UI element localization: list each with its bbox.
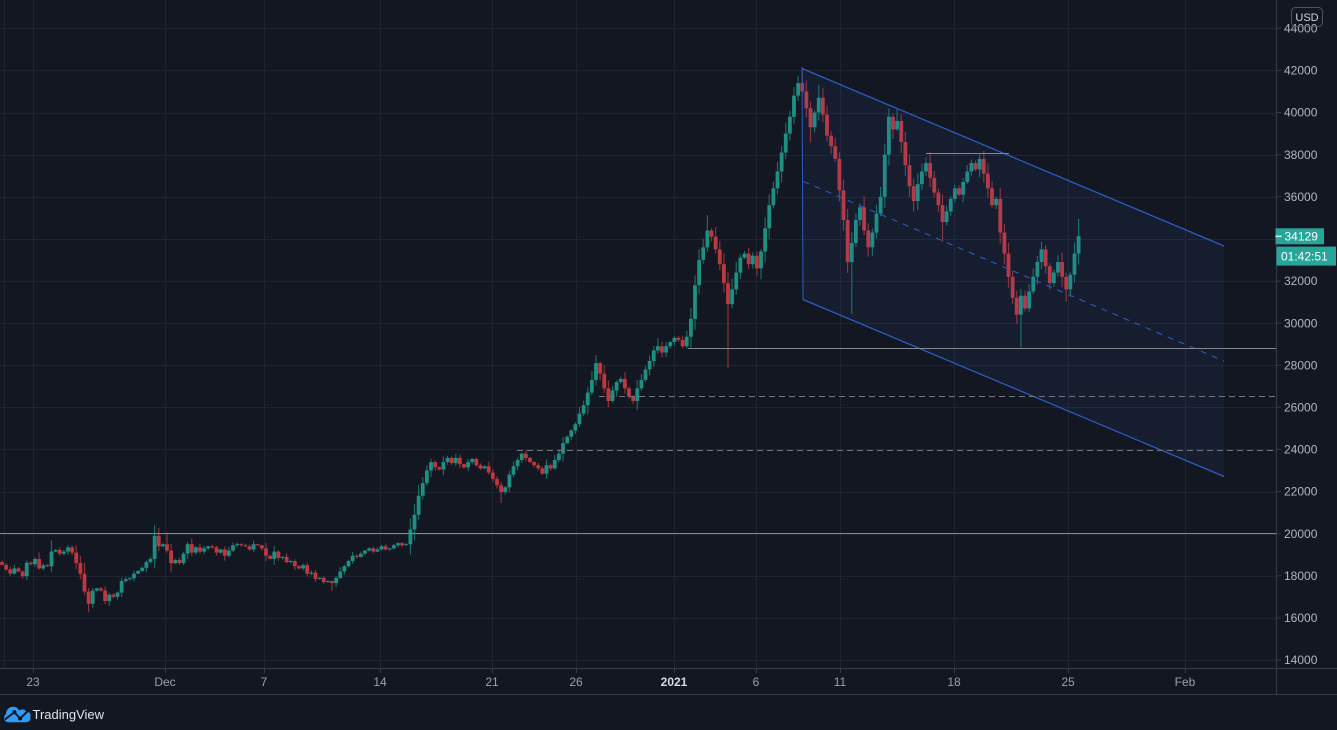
svg-text:20000: 20000 [1284, 527, 1318, 541]
svg-text:22000: 22000 [1284, 485, 1318, 499]
svg-text:USD: USD [1295, 12, 1318, 24]
svg-text:36000: 36000 [1284, 190, 1318, 204]
svg-text:Dec: Dec [154, 675, 175, 689]
svg-text:Feb: Feb [1175, 675, 1196, 689]
svg-text:7: 7 [261, 675, 268, 689]
svg-text:38000: 38000 [1284, 148, 1318, 162]
svg-text:42000: 42000 [1284, 64, 1318, 78]
svg-text:34129: 34129 [1285, 230, 1319, 244]
svg-text:28000: 28000 [1284, 358, 1318, 372]
svg-text:16000: 16000 [1284, 611, 1318, 625]
svg-text:25: 25 [1061, 675, 1075, 689]
svg-text:26: 26 [569, 675, 583, 689]
svg-text:30000: 30000 [1284, 316, 1318, 330]
svg-text:11: 11 [834, 675, 847, 689]
svg-text:18000: 18000 [1284, 569, 1318, 583]
svg-text:26000: 26000 [1284, 401, 1318, 415]
svg-text:01:42:51: 01:42:51 [1281, 249, 1328, 263]
svg-text:6: 6 [753, 675, 760, 689]
svg-text:23: 23 [26, 675, 40, 689]
svg-text:TradingView: TradingView [33, 707, 105, 722]
svg-text:14000: 14000 [1284, 653, 1318, 667]
svg-text:32000: 32000 [1284, 274, 1318, 288]
svg-text:21: 21 [485, 675, 499, 689]
svg-text:24000: 24000 [1284, 443, 1318, 457]
svg-text:40000: 40000 [1284, 106, 1318, 120]
svg-text:2021: 2021 [661, 675, 688, 689]
svg-text:18: 18 [947, 675, 961, 689]
svg-text:14: 14 [373, 675, 387, 689]
